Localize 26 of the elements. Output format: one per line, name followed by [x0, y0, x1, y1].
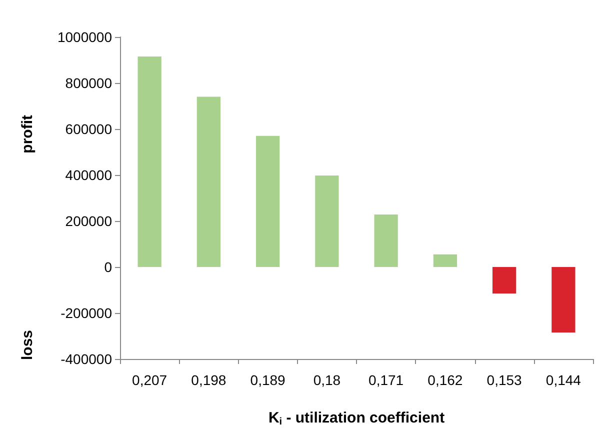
y-tick-label: 0	[104, 259, 112, 275]
y-tick-label: 800000	[65, 75, 112, 91]
y-tick-label: 1000000	[57, 29, 112, 45]
bar	[433, 254, 458, 267]
y-tick-label: 200000	[65, 213, 112, 229]
x-tick-label: 0,18	[313, 372, 341, 388]
bar	[552, 267, 576, 333]
x-tick-label: 0,207	[132, 372, 168, 388]
y-tick-label: 600000	[65, 121, 112, 137]
bar	[492, 267, 516, 294]
y-tick-label: -200000	[60, 305, 112, 321]
x-tick-label: 0,189	[250, 372, 286, 388]
bar	[256, 136, 280, 267]
x-tick-label: 0,198	[191, 372, 226, 388]
y-tick-label: 400000	[65, 167, 112, 183]
y-tick-label: -400000	[60, 351, 112, 367]
y-axis-title: profit	[19, 114, 36, 154]
x-tick-label: 0,153	[486, 372, 522, 388]
text: loss	[19, 330, 36, 360]
bar	[315, 175, 339, 267]
x-tick-label: 0,162	[428, 372, 463, 388]
x-tick-label: 0,171	[368, 372, 404, 388]
bar	[196, 96, 221, 267]
bar	[374, 214, 398, 267]
bar	[138, 56, 162, 267]
x-tick-label: 0,144	[546, 372, 582, 388]
